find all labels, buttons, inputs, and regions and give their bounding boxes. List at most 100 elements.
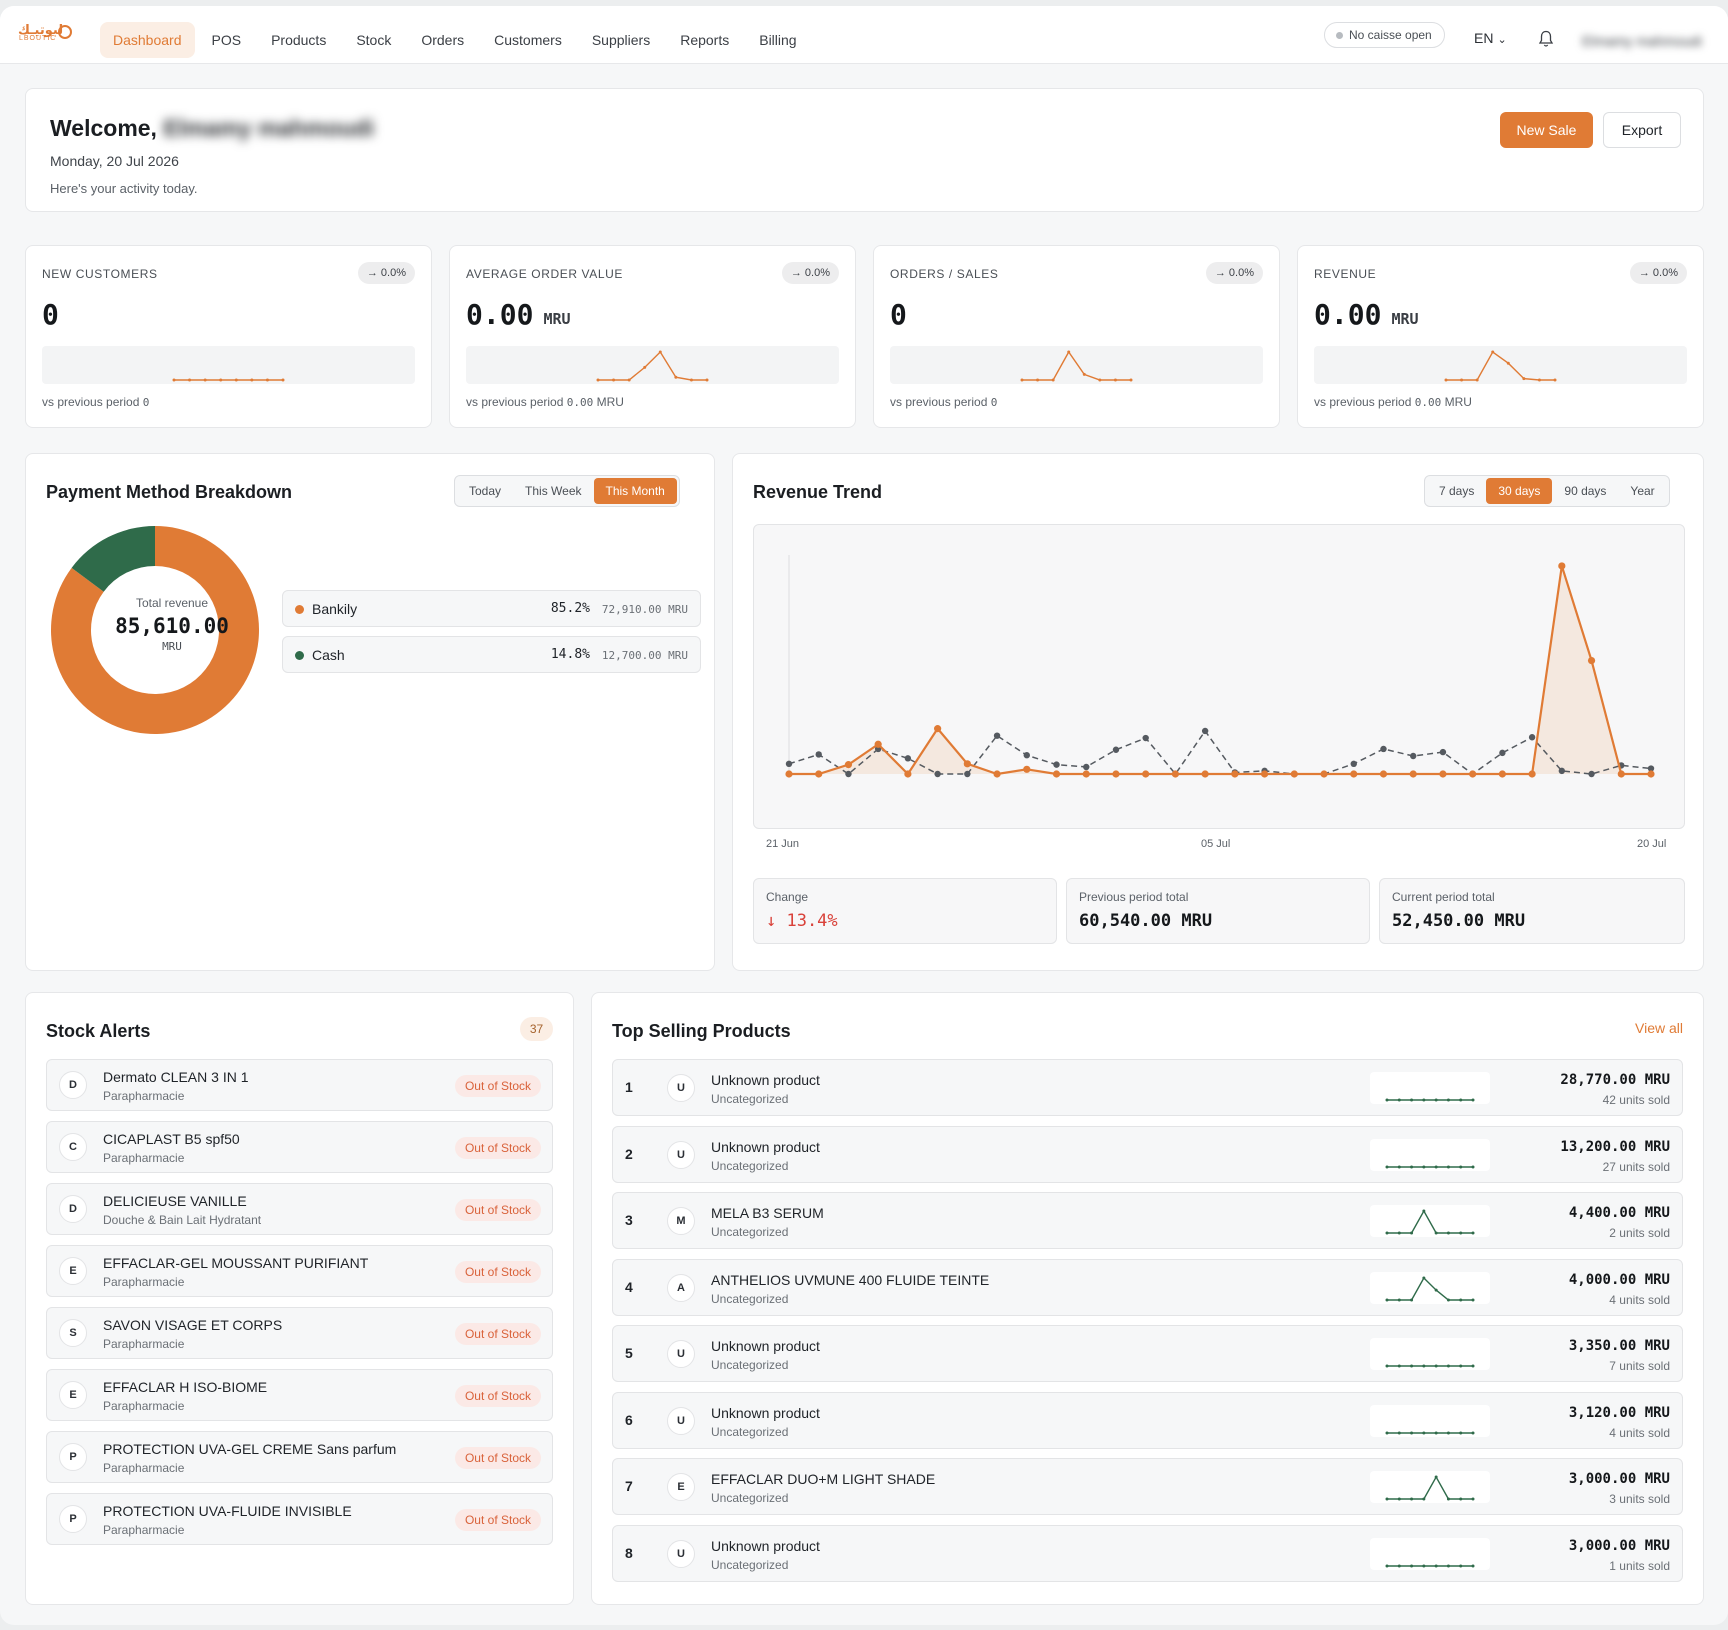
stock-alert-row[interactable]: D Dermato CLEAN 3 IN 1 Parapharmacie Out of… [46, 1059, 553, 1111]
current-series-point[interactable] [1617, 770, 1625, 778]
filter-this-month[interactable]: This Month [593, 478, 677, 504]
current-series-point[interactable] [1320, 770, 1328, 778]
top-product-row[interactable]: 8 U Unknown product Uncategorized 3,000.00 M… [612, 1524, 1683, 1582]
stock-alert-row[interactable]: E EFFACLAR H ISO-BIOME Parapharmacie Out of… [46, 1369, 553, 1421]
nav-item-dashboard[interactable]: Dashboard [100, 22, 195, 58]
top-product-row[interactable]: 1 U Unknown product Uncategorized 28,770.00 … [612, 1059, 1683, 1116]
current-series-point[interactable] [1171, 770, 1180, 778]
product-revenue: 3,000.00 MRU [1568, 1537, 1670, 1554]
top-product-row[interactable]: 3 M MELA B3 SERUM Uncategorized 4,400.00 MRU… [612, 1192, 1683, 1249]
previous-series-point[interactable] [1647, 765, 1655, 772]
stock-alert-row[interactable]: P PROTECTION UVA-FLUIDE INVISIBLE Paraphar… [46, 1493, 553, 1545]
range-90-days[interactable]: 90 days [1564, 484, 1607, 498]
donut-slice-cash[interactable] [71, 526, 155, 592]
nav-item-stock[interactable]: Stock [356, 32, 392, 48]
stock-alert-row[interactable]: D DELICIEUSE VANILLE Douche & Bain Lait Hy… [46, 1183, 553, 1235]
previous-series-point[interactable] [845, 770, 852, 778]
previous-series-point[interactable] [1499, 749, 1506, 757]
legend-item-bankily[interactable]: Bankily 85.2% 72,910.00 MRU [282, 590, 701, 627]
previous-series-point[interactable] [1439, 748, 1447, 756]
legend-item-cash[interactable]: Cash 14.8% 12,700.00 MRU [282, 636, 701, 673]
current-series-point[interactable] [1469, 770, 1477, 778]
filter-today[interactable]: Today [469, 484, 502, 498]
view-all-link[interactable]: View all [1635, 1020, 1683, 1036]
current-series-point[interactable] [1052, 770, 1061, 778]
new-sale-button[interactable]: New Sale [1500, 112, 1593, 148]
nav-item-reports[interactable]: Reports [680, 32, 730, 48]
stock-alert-row[interactable]: E EFFACLAR-GEL MOUSSANT PURIFIANT Paraphar… [46, 1245, 553, 1297]
previous-series-point[interactable] [1142, 734, 1149, 742]
brand-logo[interactable]: لبوتيـك LBOUTIC [18, 22, 76, 46]
user-menu[interactable]: Elmamy mahmoudi [1582, 33, 1702, 49]
current-series-point[interactable] [904, 770, 912, 778]
stock-product-name: PROTECTION UVA-FLUIDE INVISIBLE [103, 1503, 352, 1519]
current-series-point[interactable] [1587, 656, 1596, 665]
export-button[interactable]: Export [1603, 112, 1681, 148]
current-series-point[interactable] [1647, 770, 1655, 778]
previous-series-point[interactable] [1380, 745, 1387, 753]
top-product-row[interactable]: 5 U Unknown product Uncategorized 3,350.00 M… [612, 1325, 1683, 1382]
previous-series-point[interactable] [1112, 746, 1120, 753]
current-series-point[interactable] [1023, 765, 1031, 773]
current-series-point[interactable] [1409, 770, 1417, 778]
nav-item-customers[interactable]: Customers [494, 32, 562, 48]
nav-item-suppliers[interactable]: Suppliers [591, 32, 651, 48]
stock-status-badge: Out of Stock [454, 1323, 541, 1345]
current-series-point[interactable] [1142, 770, 1150, 778]
current-series-point[interactable] [1350, 770, 1358, 778]
nav-item-orders[interactable]: Orders [421, 32, 465, 48]
previous-series-point[interactable] [1023, 752, 1030, 759]
previous-series-point[interactable] [815, 751, 822, 758]
nav-item-products[interactable]: Products [271, 32, 327, 48]
top-product-row[interactable]: 6 U Unknown product Uncategorized 3,120.00 M… [612, 1391, 1683, 1449]
filter-this-week[interactable]: This Week [525, 484, 582, 498]
current-series-point[interactable] [1201, 770, 1209, 778]
nav-item-pos[interactable]: POS [211, 32, 242, 48]
notification-bell-icon[interactable] [1538, 30, 1554, 48]
current-series-point[interactable] [1231, 770, 1239, 778]
current-series-point[interactable] [874, 740, 882, 748]
top-product-row[interactable]: 2 U Unknown product Uncategorized 13,200.00 … [612, 1125, 1683, 1183]
previous-series-point[interactable] [785, 760, 793, 768]
current-series-point[interactable] [815, 770, 823, 778]
current-series-point[interactable] [963, 760, 971, 768]
current-series-point[interactable] [844, 761, 853, 769]
current-series-point[interactable] [785, 770, 793, 778]
previous-series-point[interactable] [993, 732, 1001, 739]
top-product-row[interactable]: 4 A ANTHELIOS UVMUNE 400 FLUIDE TEINTE Unca… [612, 1258, 1683, 1316]
current-series-point[interactable] [1379, 770, 1388, 778]
previous-series-point[interactable] [1083, 763, 1090, 771]
current-series-point[interactable] [1112, 770, 1120, 778]
range-30-days[interactable]: 30 days [1486, 478, 1553, 504]
current-series-point[interactable] [1558, 562, 1566, 570]
current-series-point[interactable] [1082, 770, 1090, 778]
current-series-point[interactable] [993, 770, 1001, 778]
stock-alert-row[interactable]: S SAVON VISAGE ET CORPS Parapharmacie Out o… [46, 1307, 553, 1359]
donut-slice-bankily[interactable] [51, 526, 260, 734]
nav-item-billing[interactable]: Billing [759, 32, 797, 48]
previous-series-point[interactable] [1528, 734, 1536, 741]
previous-series-point[interactable] [934, 770, 941, 778]
previous-series-point[interactable] [1350, 760, 1357, 768]
previous-series-point[interactable] [1201, 727, 1209, 735]
previous-series-point[interactable] [964, 770, 971, 778]
current-series-point[interactable] [934, 725, 942, 733]
language-selector[interactable]: EN ⌄ [1474, 30, 1507, 46]
current-series-point[interactable] [1498, 770, 1506, 778]
current-series-point[interactable] [1439, 770, 1447, 778]
range-7-days[interactable]: 7 days [1439, 484, 1475, 498]
previous-series-point[interactable] [1558, 767, 1566, 775]
previous-series-point[interactable] [904, 755, 912, 762]
range-year[interactable]: Year [1630, 484, 1655, 498]
stock-alert-row[interactable]: C CICAPLAST B5 spf50 Parapharmacie Out of S… [46, 1121, 553, 1173]
caisse-status-pill[interactable]: No caisse open [1324, 22, 1445, 48]
previous-series-point[interactable] [1410, 752, 1417, 760]
current-series-point[interactable] [1528, 770, 1536, 778]
current-series-point[interactable] [1260, 770, 1269, 778]
product-category: Uncategorized [711, 1291, 789, 1306]
top-product-row[interactable]: 7 E EFFACLAR DUO+M LIGHT SHADE Uncategorize… [612, 1458, 1683, 1515]
previous-series-point[interactable] [1588, 770, 1595, 778]
stock-alert-row[interactable]: P PROTECTION UVA-GEL CREME Sans parfum Par… [46, 1431, 553, 1483]
current-series-point[interactable] [1290, 770, 1298, 778]
previous-series-point[interactable] [1053, 761, 1060, 768]
